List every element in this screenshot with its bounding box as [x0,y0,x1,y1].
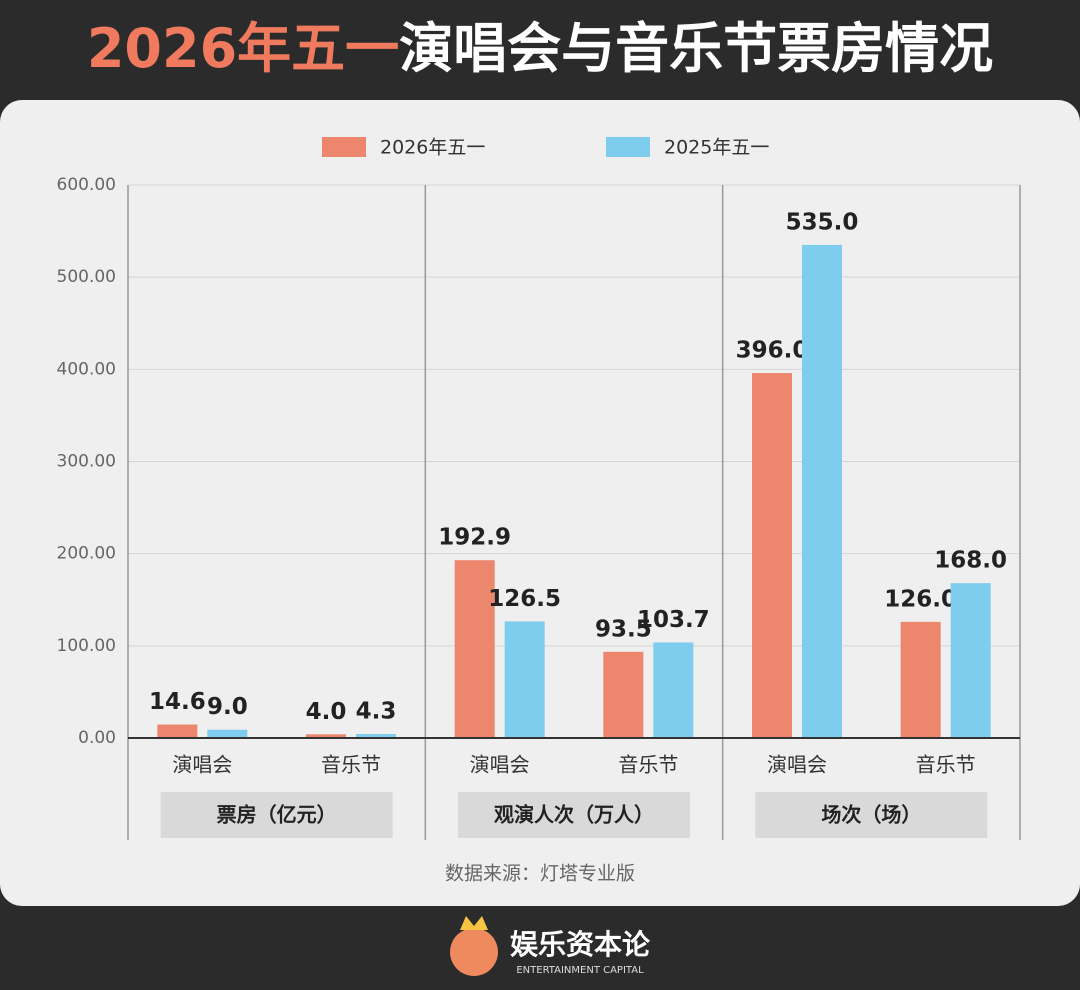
bar [207,729,248,738]
bar [802,244,842,739]
group-label-box [458,792,690,838]
group-label-box [160,792,393,838]
y-tick-label: 200.00 [57,544,116,564]
value-label: 168.0 [934,548,1007,574]
x-tick-label: 演唱会 [767,753,827,777]
title: 2026年五一演唱会与音乐节票房情况 [87,17,993,80]
value-label: 103.7 [637,607,710,633]
y-tick-label: 0.00 [78,728,116,748]
bar [356,734,396,738]
footer-logo [450,916,498,976]
value-label: 4.0 [306,699,347,725]
y-tick-label: 100.00 [57,636,116,656]
value-label: 126.5 [488,586,561,612]
value-label: 192.9 [438,525,511,551]
group-label: 票房（亿元） [217,803,337,827]
x-tick-label: 演唱会 [470,753,530,777]
bar [454,560,495,738]
bar [950,583,991,738]
source: 数据来源：灯塔专业版 [445,863,635,885]
legend-label: 2025年五一 [664,137,769,159]
bar [900,621,941,738]
value-label: 93.5 [595,616,652,642]
x-tick-label: 音乐节 [916,753,976,777]
y-tick-label: 400.00 [57,359,116,379]
legend-swatch [322,137,366,157]
bar [306,734,346,738]
value-label: 4.3 [356,699,397,725]
value-label: 9.0 [207,694,248,720]
x-tick-label: 演唱会 [172,753,232,777]
logo-icon [450,928,498,976]
y-tick-label: 600.00 [57,175,116,195]
title-highlight: 2026年五一 [87,17,399,80]
title-main: 演唱会与音乐节票房情况 [399,17,993,80]
y-tick-label: 300.00 [57,452,116,472]
panel [0,100,1080,906]
legend-label: 2026年五一 [380,137,485,159]
group-label-box [755,792,988,838]
bar [752,373,792,738]
value-label: 126.0 [884,586,957,612]
bar [157,724,198,738]
bar [603,651,644,738]
group-label: 观演人次（万人） [494,803,654,827]
bar [504,621,545,738]
legend-swatch [606,137,650,157]
logo-crown [460,916,488,930]
value-label: 14.6 [149,689,206,715]
footer-brand-en: ENTERTAINMENT CAPITAL [516,965,644,976]
x-tick-label: 音乐节 [321,753,381,777]
footer-brand: 娱乐资本论 [510,928,651,961]
y-tick-label: 500.00 [57,267,116,287]
x-tick-label: 音乐节 [618,753,678,777]
group-label: 场次（场） [821,803,921,827]
bar [653,642,694,738]
value-label: 535.0 [786,209,859,235]
value-label: 396.0 [736,338,809,364]
